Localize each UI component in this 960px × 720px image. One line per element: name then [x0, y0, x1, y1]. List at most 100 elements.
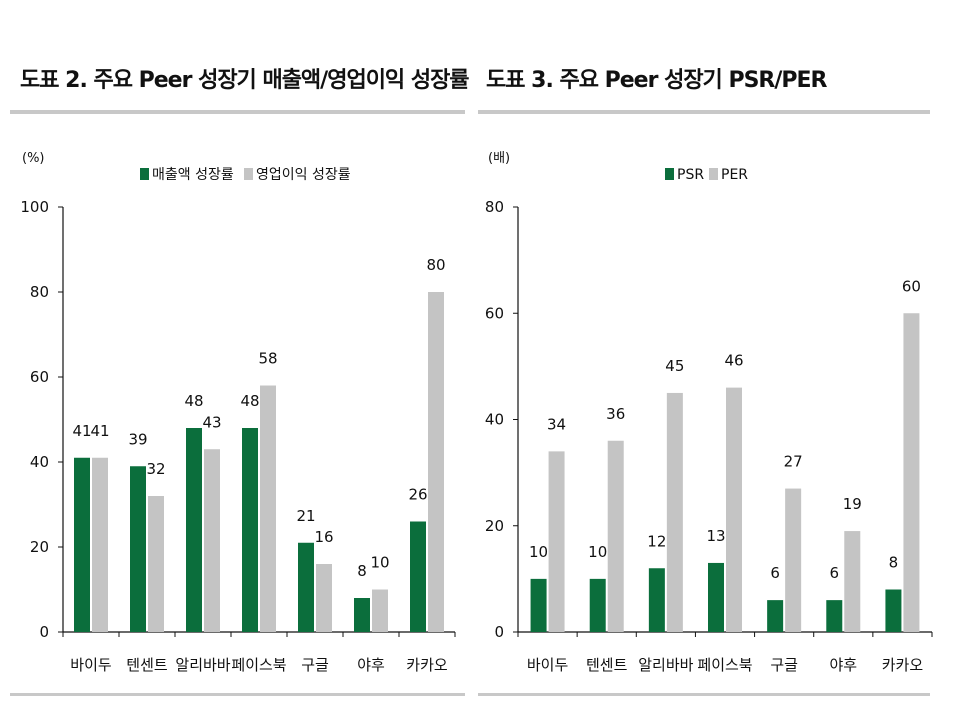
data-label: 36 — [606, 405, 625, 423]
bar-series1 — [767, 600, 784, 632]
bar-series1 — [130, 466, 146, 632]
bar-series2 — [903, 313, 920, 632]
bar-series2 — [666, 392, 683, 632]
y-tick-label: 20 — [485, 517, 504, 535]
category-label: 카카오 — [406, 656, 448, 674]
bar-chart-valuation: (배) PSR PER 0 20 40 60 80 바이두 10 34 텐센트 10 36 알리바바 12 45… — [485, 151, 933, 674]
y-tick-label: 60 — [485, 304, 504, 322]
legend-swatch-2 — [244, 168, 253, 180]
bar-series1 — [708, 562, 724, 632]
y-tick-label: 40 — [30, 453, 49, 471]
bar-series1 — [885, 589, 902, 632]
bottom-divider — [478, 693, 930, 696]
legend-label-2: 영업이익 성장률 — [256, 167, 351, 183]
bar-series1 — [298, 542, 314, 632]
title-divider — [478, 110, 930, 114]
category-label: 페이스북 — [231, 656, 286, 674]
legend-label-1: 매출액 성장률 — [152, 167, 234, 183]
bar-series2 — [785, 488, 802, 632]
y-tick-label: 0 — [39, 623, 49, 641]
bar-series2 — [92, 457, 108, 632]
data-label: 6 — [770, 564, 780, 582]
chart-panel-valuation: 도표 3. 주요 Peer 성장기 PSR/PER (배) PSR PER 0 20 40… — [478, 0, 948, 720]
data-label: 10 — [370, 554, 389, 572]
y-tick-label: 0 — [494, 623, 504, 641]
category-label: 텐센트 — [126, 656, 168, 674]
bar-series1 — [648, 568, 665, 632]
category-label: 바이두 — [70, 656, 112, 674]
bar-series2 — [428, 292, 444, 632]
category-label: 구글 — [770, 656, 798, 674]
legend-label-1: PSR — [677, 167, 704, 183]
y-tick-label: 20 — [30, 538, 49, 556]
bar-series2 — [726, 387, 742, 632]
category-label: 바이두 — [527, 656, 569, 674]
bar-series2 — [548, 451, 565, 632]
data-label: 48 — [184, 392, 203, 410]
data-label: 60 — [902, 277, 921, 295]
bar-series1 — [530, 578, 547, 632]
bar-series2 — [148, 496, 164, 632]
legend-swatch-2 — [709, 168, 718, 180]
category-label: 페이스북 — [697, 656, 752, 674]
data-label: 34 — [547, 415, 566, 433]
y-tick-label: 60 — [30, 368, 49, 386]
bar-series1 — [186, 428, 202, 632]
chart-title: 도표 2. 주요 Peer 성장기 매출액/영업이익 성장률 — [20, 68, 470, 93]
data-label: 6 — [830, 564, 840, 582]
bar-series1 — [242, 428, 258, 632]
bar-series1 — [589, 578, 606, 632]
category-label: 알리바바 — [638, 656, 693, 674]
chart-title: 도표 3. 주요 Peer 성장기 PSR/PER — [486, 68, 827, 93]
data-label: 10 — [529, 543, 548, 561]
category-label: 텐센트 — [586, 656, 628, 674]
data-label: 16 — [314, 528, 333, 546]
bar-series1 — [410, 521, 426, 632]
category-label: 야후 — [357, 656, 385, 674]
bar-series2 — [316, 564, 332, 632]
data-label: 45 — [665, 357, 684, 375]
legend-swatch-1 — [140, 168, 149, 180]
y-tick-label: 100 — [20, 198, 49, 216]
data-label: 10 — [588, 543, 607, 561]
data-label: 8 — [889, 554, 899, 572]
y-unit-label: (배) — [488, 151, 510, 166]
data-label: 32 — [146, 460, 165, 478]
data-label: 48 — [240, 392, 259, 410]
legend-swatch-1 — [665, 168, 674, 180]
category-label: 야후 — [829, 656, 857, 674]
data-label: 58 — [258, 350, 277, 368]
y-tick-label: 80 — [485, 198, 504, 216]
bottom-divider — [10, 693, 465, 696]
data-label: 12 — [647, 532, 666, 550]
y-tick-label: 80 — [30, 283, 49, 301]
data-label: 27 — [784, 453, 803, 471]
y-unit-label: (%) — [22, 151, 45, 166]
data-label: 26 — [408, 486, 427, 504]
data-label: 19 — [843, 495, 862, 513]
data-label: 80 — [426, 256, 445, 274]
category-label: 구글 — [301, 656, 329, 674]
data-label: 46 — [724, 352, 743, 370]
bar-series2 — [607, 440, 624, 632]
bar-series1 — [826, 600, 843, 632]
legend-label-2: PER — [721, 167, 748, 183]
bar-series2 — [260, 385, 276, 632]
data-label: 13 — [706, 527, 725, 545]
data-label: 21 — [296, 507, 315, 525]
title-divider — [10, 110, 465, 114]
bar-series1 — [74, 457, 90, 632]
bar-series2 — [204, 449, 220, 632]
y-tick-label: 40 — [485, 411, 504, 429]
chart-panel-growth: 도표 2. 주요 Peer 성장기 매출액/영업이익 성장률 (%) 매출액 성장… — [0, 0, 470, 720]
bar-series2 — [844, 531, 861, 632]
data-label: 8 — [357, 562, 367, 580]
data-label: 41 — [72, 422, 91, 440]
data-label: 43 — [202, 413, 221, 431]
data-label: 41 — [90, 422, 109, 440]
bar-series1 — [354, 598, 370, 632]
category-label: 카카오 — [882, 656, 924, 674]
bar-series2 — [372, 589, 388, 632]
data-label: 39 — [128, 430, 147, 448]
